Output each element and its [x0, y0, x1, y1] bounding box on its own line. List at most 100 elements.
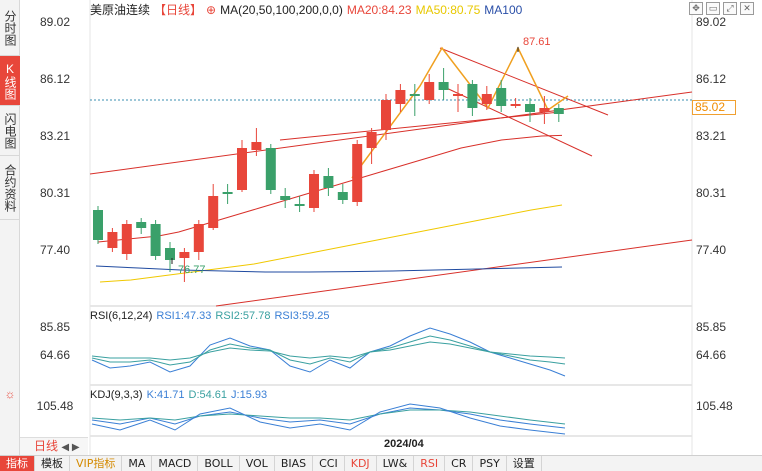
rsi-params[interactable]: RSI(6,12,24) — [90, 310, 153, 322]
rsi-axis-right-1: 85.85 — [696, 320, 727, 334]
close-icon[interactable]: ✕ — [740, 2, 754, 15]
period-selector[interactable]: 日线 ◀ ▶ — [20, 437, 88, 455]
indicator-config-icon[interactable]: ☼ — [4, 387, 16, 401]
candle — [193, 220, 204, 260]
candle-body — [323, 176, 334, 188]
period-arrows-icon[interactable]: ◀ ▶ — [61, 442, 80, 453]
lower-channel-line[interactable] — [215, 239, 693, 307]
candle-body — [136, 222, 147, 228]
trendlines[interactable] — [89, 47, 693, 307]
tab-kline[interactable]: K线图 — [0, 56, 20, 106]
tab-indicators[interactable]: 指标 — [0, 456, 35, 471]
tab-vip-indicators[interactable]: VIP指标 — [70, 456, 123, 471]
price-axis-right-1: 89.02 — [696, 15, 727, 29]
price-axis-right-3: 83.21 — [696, 129, 727, 143]
candle — [150, 220, 161, 260]
candle — [453, 84, 463, 112]
candle-body — [294, 204, 305, 206]
candle — [438, 68, 449, 100]
kdj-k-line — [91, 407, 566, 429]
candle-body — [251, 142, 262, 150]
current-price-tag: 85.02 — [692, 100, 736, 115]
candle — [467, 80, 478, 116]
restore-icon[interactable]: ▭ — [706, 2, 720, 15]
tab-ma[interactable]: MA — [122, 456, 153, 471]
ma50-value: MA50:80.75 — [415, 3, 481, 17]
descending-line-2[interactable] — [439, 84, 593, 157]
candle-body — [337, 192, 348, 200]
price-axis-left-3: 83.21 — [39, 129, 71, 143]
candle — [366, 128, 377, 164]
window-controls: ✥ ▭ ⤢ ✕ — [689, 2, 754, 15]
candle — [237, 140, 247, 192]
inner-trendline[interactable] — [279, 111, 561, 141]
candle — [481, 86, 492, 110]
ma50-line — [99, 204, 563, 283]
candle — [553, 104, 564, 122]
candle-body — [121, 224, 132, 254]
tab-cci[interactable]: CCI — [313, 456, 345, 471]
candle-body — [438, 82, 449, 90]
candle-body — [265, 148, 276, 190]
tab-settings[interactable]: 设置 — [507, 456, 542, 471]
candle-body — [366, 132, 377, 148]
tab-contract-info[interactable]: 合约资料 — [0, 156, 20, 220]
ma-params[interactable]: MA(20,50,100,200,0,0) — [220, 3, 343, 17]
tab-rsi[interactable]: RSI — [414, 456, 446, 471]
candle-body — [381, 100, 391, 130]
tab-intraday[interactable]: 分时图 — [0, 0, 20, 56]
move-icon[interactable]: ✥ — [689, 2, 703, 15]
candle-body — [93, 210, 103, 240]
candle — [352, 140, 363, 206]
upper-channel-line[interactable] — [89, 91, 693, 175]
price-axis-left-2: 86.12 — [39, 72, 71, 86]
kdj-d-value: D:54.61 — [188, 389, 228, 401]
add-indicator-icon[interactable]: ⊕ — [206, 3, 217, 17]
tab-macd[interactable]: MACD — [152, 456, 199, 471]
ma20-line — [97, 134, 563, 243]
candle-body — [510, 104, 521, 106]
tab-cr[interactable]: CR — [445, 456, 474, 471]
ma20-value: MA20:84.23 — [346, 3, 412, 17]
bottom-indicator-tabs: 指标 模板 VIP指标 MA MACD BOLL VOL BIAS CCI KD… — [0, 455, 762, 471]
rsi-axis-left-1: 85.85 — [39, 320, 71, 334]
high-annotation: 87.61 — [523, 36, 551, 48]
rsi-lines — [91, 327, 566, 377]
chart-header: 美原油连续 【日线】 ⊕ MA(20,50,100,200,0,0) MA20:84.2… — [90, 2, 526, 18]
kdj-axis-left-1: 105.48 — [36, 399, 74, 413]
tab-templates[interactable]: 模板 — [35, 456, 70, 471]
tab-kdj[interactable]: KDJ — [345, 456, 377, 471]
candle — [323, 168, 334, 196]
candle-body — [179, 252, 190, 258]
tab-boll[interactable]: BOLL — [198, 456, 240, 471]
candle — [294, 196, 305, 212]
tab-lw[interactable]: LW& — [377, 456, 415, 471]
ma100-value: MA100 — [484, 3, 523, 17]
candle-body — [467, 84, 478, 108]
candle-body — [453, 94, 463, 96]
expand-icon[interactable]: ⤢ — [723, 2, 737, 15]
descending-line-1[interactable] — [439, 47, 609, 116]
candle-body — [165, 248, 175, 260]
period-label[interactable]: 【日线】 — [154, 3, 203, 17]
tab-bias[interactable]: BIAS — [275, 456, 314, 471]
candlesticks — [93, 68, 564, 282]
candle — [309, 170, 319, 212]
kdj-params[interactable]: KDJ(9,3,3) — [90, 389, 143, 401]
candle — [381, 94, 391, 140]
candle-body — [280, 196, 291, 200]
candle-body — [309, 174, 319, 208]
kdj-k-value: K:41.71 — [146, 389, 185, 401]
candle — [179, 248, 190, 282]
tab-flash-chart[interactable]: 闪电图 — [0, 106, 20, 156]
tab-psy[interactable]: PSY — [473, 456, 507, 471]
candle-body — [525, 104, 535, 112]
left-tab-strip: 分时图 K线图 闪电图 合约资料 ☼ — [0, 0, 20, 456]
candle-body — [107, 232, 118, 248]
tab-vol[interactable]: VOL — [240, 456, 275, 471]
moving-average-lines — [95, 134, 563, 283]
kdj-header: KDJ(9,3,3) K:41.71 D:54.61 J:15.93 — [90, 388, 271, 402]
instrument-title: 美原油连续 — [90, 3, 151, 17]
candle-body — [409, 94, 420, 96]
